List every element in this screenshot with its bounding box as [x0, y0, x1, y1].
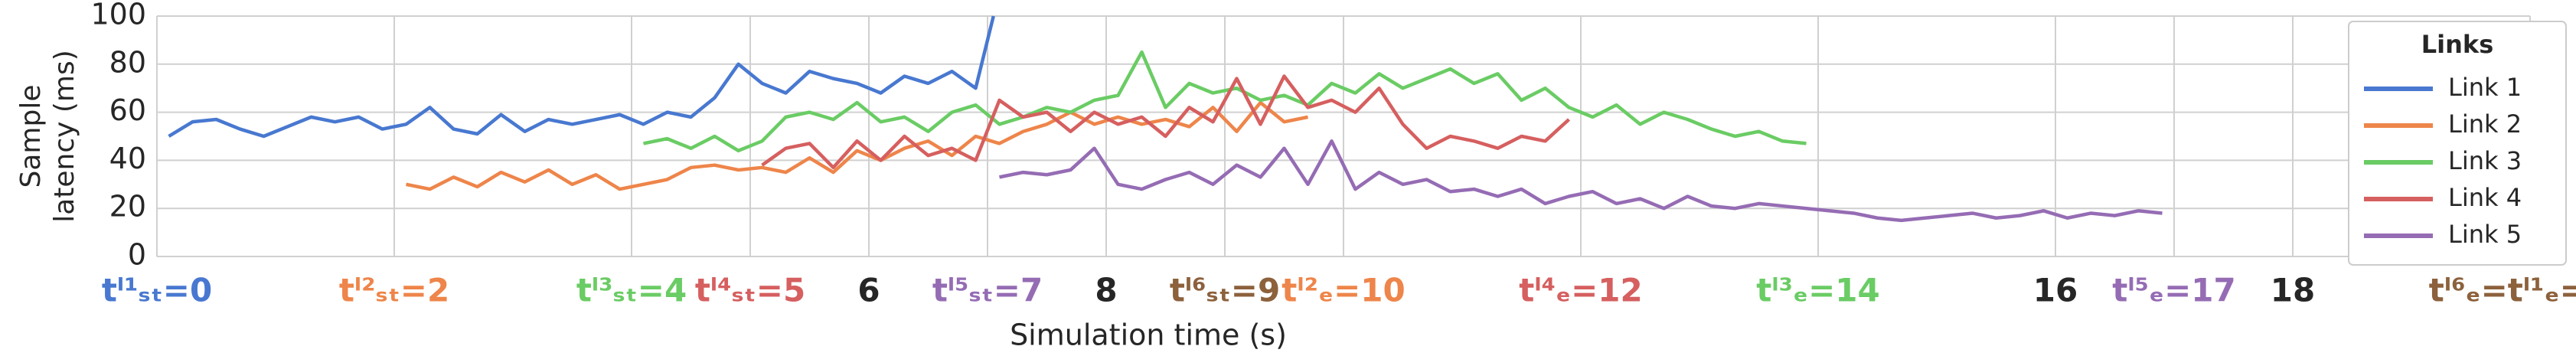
y-axis-label: Sample — [15, 85, 47, 188]
legend-box — [2348, 21, 2567, 266]
series-clip — [761, 74, 1571, 170]
x-tick-label: 16 — [2033, 272, 2078, 309]
y-axis-label: latency (ms) — [49, 50, 80, 223]
legend-label: Link 5 — [2448, 220, 2522, 249]
x-tick-label: tˡ⁴ₛₜ=5 — [695, 272, 805, 309]
x-tick-label: tˡ⁵ₑ=17 — [2112, 272, 2235, 309]
legend-label: Link 1 — [2448, 73, 2522, 102]
x-tick-label: tˡ²ₑ=10 — [1281, 272, 1405, 309]
series-clip — [168, 15, 995, 139]
y-tick-label: 40 — [109, 142, 146, 175]
y-tick-label: 80 — [109, 45, 146, 79]
y-tick-label: 60 — [109, 93, 146, 127]
series-clip — [999, 139, 2163, 223]
legend-label: Link 2 — [2448, 109, 2522, 139]
x-tick-label: tˡ⁶ₛₜ=9 — [1170, 272, 1280, 309]
series-line — [168, 15, 995, 139]
x-tick-label: 8 — [1095, 272, 1117, 309]
legend-title: Links — [2421, 30, 2493, 59]
x-axis-label: Simulation time (s) — [1010, 318, 1287, 352]
x-tick-label: tˡ³ₛₜ=4 — [576, 272, 687, 309]
x-tick-label: tˡ¹ₛₜ=0 — [102, 272, 212, 309]
x-tick-label: tˡ²ₛₜ=2 — [339, 272, 449, 309]
y-tick-label: 20 — [109, 190, 146, 224]
series-clip — [406, 100, 1308, 191]
x-tick-label: 18 — [2271, 272, 2315, 309]
x-tick-label: tˡ⁵ₛₜ=7 — [932, 272, 1043, 309]
y-tick-label: 100 — [90, 0, 146, 31]
series-line — [406, 100, 1308, 191]
legend-label: Link 4 — [2448, 183, 2522, 212]
series-line — [999, 139, 2163, 223]
series-line — [643, 50, 1807, 153]
x-tick-label: tˡ⁴ₑ=12 — [1519, 272, 1642, 309]
x-tick-label: tˡ³ₑ=14 — [1756, 272, 1879, 309]
y-tick-label: 0 — [128, 238, 146, 272]
series-clip — [643, 50, 1807, 153]
legend-label: Link 3 — [2448, 146, 2522, 175]
x-tick-label: tˡ⁶ₑ=tˡ¹ₑ=20 — [2429, 272, 2576, 309]
x-tick-label: 6 — [857, 272, 880, 309]
series-line — [761, 74, 1571, 170]
